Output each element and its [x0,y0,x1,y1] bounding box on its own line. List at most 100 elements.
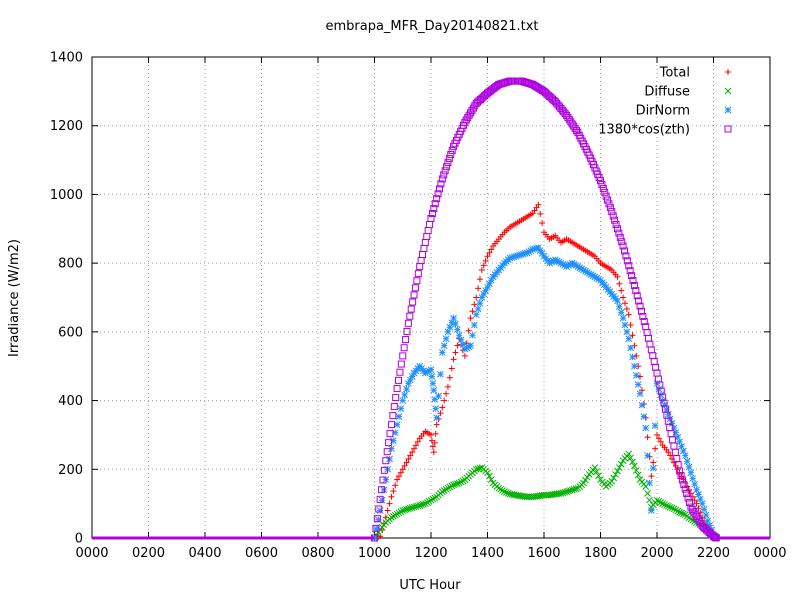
data-point [597,177,604,185]
data-point [429,495,437,503]
data-point [424,227,432,235]
data-point [712,534,720,542]
data-point [655,497,663,505]
data-point [691,480,699,488]
data-point [495,484,503,492]
data-point [431,439,438,446]
data-point [693,500,700,507]
data-point [402,336,410,344]
data-point [614,273,621,280]
data-point [657,499,665,506]
data-point [431,200,439,208]
data-point [387,421,395,429]
data-point [395,413,403,420]
data-point [429,443,436,450]
data-point [663,502,670,509]
data-point [476,464,484,472]
data-point [401,462,408,469]
legend-label: Total [659,66,690,81]
data-point [502,489,510,496]
data-point [426,220,434,228]
data-point [442,335,450,343]
data-point [617,460,625,468]
data-point [644,452,651,459]
data-point [659,500,667,507]
data-point [393,385,401,393]
data-point [681,452,689,459]
data-point [664,503,672,510]
data-point [461,352,468,359]
data-point [621,321,629,329]
data-point [580,479,587,487]
data-point [595,472,602,479]
data-point [668,504,676,512]
data-point [432,430,439,437]
data-point [625,311,632,318]
data-point [632,467,640,474]
data-point [676,467,684,475]
data-point [618,287,625,294]
data-point [484,469,491,477]
data-point [649,464,657,472]
data-point [452,480,459,488]
data-point [448,146,456,154]
data-point [416,502,424,509]
data-point [443,163,451,171]
legend-label: DirNorm [636,104,690,119]
data-point [625,262,633,270]
data-point [445,155,453,163]
data-point [401,391,408,399]
data-point [431,396,439,403]
data-point [570,485,578,493]
data-point [412,442,419,449]
data-point [670,442,678,450]
data-point [638,401,646,409]
data-point [683,490,691,498]
data-point [672,506,680,514]
data-point [383,448,391,456]
data-point [409,449,416,456]
data-point [653,496,661,504]
data-point [441,167,449,175]
data-point [608,208,616,216]
data-point [642,424,650,432]
legend-marker [725,69,731,75]
data-point [611,216,619,224]
data-point [467,315,474,322]
data-point [627,321,634,328]
data-point [454,480,461,487]
y-tick-label: 1400 [50,51,83,66]
data-point [632,287,640,295]
x-tick-label: 1600 [527,546,560,561]
data-point [410,503,418,511]
data-point [438,488,446,495]
data-point [623,257,631,265]
data-point [645,334,653,342]
y-axis-label: Irradiance (W/m2) [7,239,22,357]
data-point [649,352,657,360]
data-point [389,512,397,520]
y-tick-label: 1000 [50,188,83,203]
data-point [702,511,710,519]
data-point [446,374,453,381]
data-point [386,430,394,438]
data-point [400,344,408,352]
data-point [482,257,489,264]
data-point [630,281,638,289]
data-point [601,188,609,196]
data-point [386,500,393,507]
data-point [629,353,636,361]
x-tick-label: 0000 [75,546,108,561]
data-point [623,328,631,336]
plot-area [92,77,770,542]
data-point [428,373,436,380]
data-point [572,485,580,493]
data-point [525,248,533,256]
data-point [397,469,404,476]
data-point [421,500,429,507]
data-point [593,468,601,475]
data-point [423,499,431,506]
data-point [684,494,692,502]
data-point [655,435,662,442]
data-point [392,394,400,402]
